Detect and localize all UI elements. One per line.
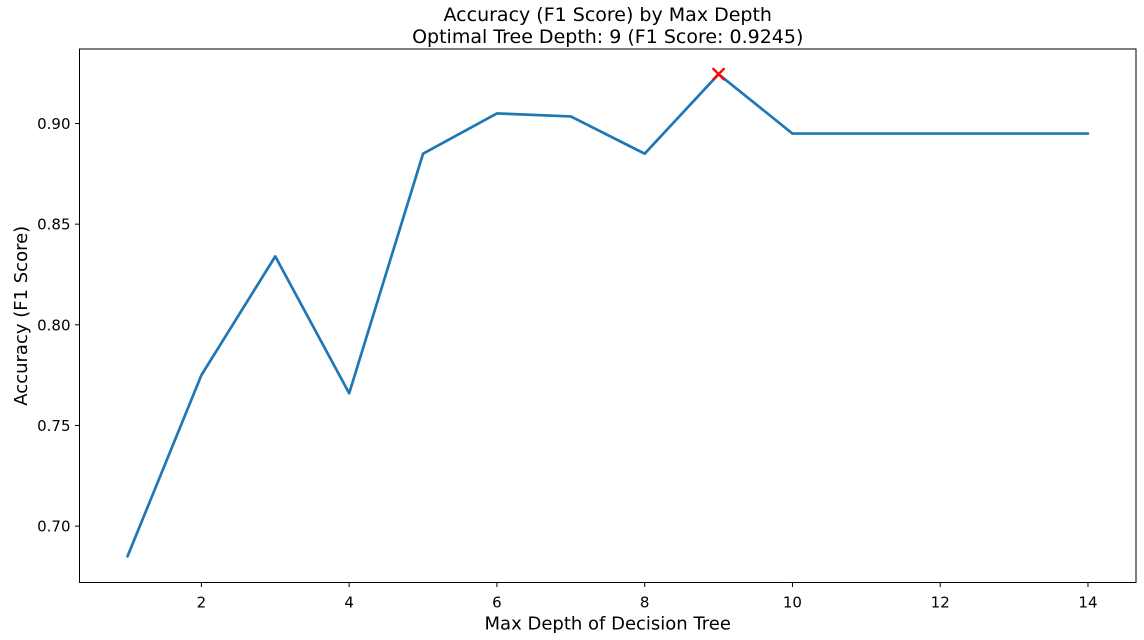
x-tick-label: 6 [492,594,502,612]
y-tick-label: 0.85 [37,216,70,234]
x-axis-label: Max Depth of Decision Tree [485,614,731,635]
plot-area-border [79,48,1137,583]
y-tick-label: 0.90 [37,115,70,133]
x-axis-ticks: 2 4 6 8 10 12 14 [197,582,1098,612]
x-tick-label: 12 [931,594,950,612]
optimal-x-stroke [712,67,726,81]
data-series [126,72,1090,558]
chart-title: Accuracy (F1 Score) by Max Depth [444,4,772,26]
y-tick-label: 0.80 [37,316,70,334]
optimal-point-marker [712,67,726,81]
x-tick-label: 4 [344,594,354,612]
y-axis-label: Accuracy (F1 Score) [11,226,32,406]
chart-subtitle: Optimal Tree Depth: 9 (F1 Score: 0.9245) [412,26,803,48]
y-tick-label: 0.70 [37,518,70,536]
y-tick-label: 0.75 [37,417,70,435]
x-tick-label: 2 [197,594,207,612]
x-tick-label: 14 [1078,594,1097,612]
y-axis-ticks: 0.70 0.75 0.80 0.85 0.90 [37,115,80,536]
x-tick-label: 10 [783,594,802,612]
f1-score-line [126,72,1090,558]
x-tick-label: 8 [640,594,650,612]
